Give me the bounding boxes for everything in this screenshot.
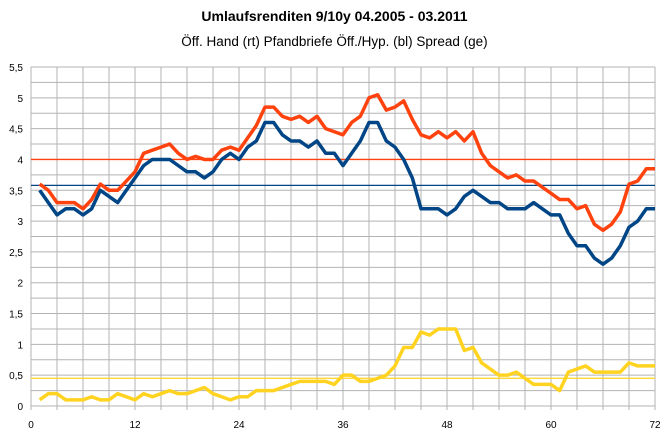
x-tick-label: 24 <box>233 420 245 431</box>
y-tick-label: 3 <box>17 217 23 228</box>
series-line-red <box>38 92 655 233</box>
x-tick-label: 48 <box>441 420 453 431</box>
series-line-yellow <box>38 327 655 402</box>
y-tick-label: 0 <box>17 402 23 413</box>
y-tick-label: 5 <box>17 94 23 105</box>
y-tick-label: 5,5 <box>9 63 23 74</box>
y-tick-label: 4 <box>17 155 23 166</box>
y-tick-label: 1 <box>17 340 23 351</box>
x-tick-label: 72 <box>649 420 661 431</box>
y-tick-label: 1,5 <box>9 310 23 321</box>
x-tick-label: 0 <box>28 420 34 431</box>
y-tick-label: 4,5 <box>9 125 23 136</box>
y-tick-label: 2,5 <box>9 248 23 259</box>
chart-subtitle: Öff. Hand (rt) Pfandbriefe Öff./Hyp. (bl… <box>181 34 488 49</box>
y-tick-label: 0,5 <box>9 371 23 382</box>
series-line-blue <box>38 120 655 266</box>
x-tick-label: 36 <box>337 420 349 431</box>
x-tick-label: 12 <box>129 420 141 431</box>
y-tick-label: 3,5 <box>9 186 23 197</box>
chart-title: Umlaufsrenditen 9/10y 04.2005 - 03.2011 <box>201 8 468 24</box>
y-tick-label: 2 <box>17 279 23 290</box>
x-tick-label: 60 <box>545 420 557 431</box>
